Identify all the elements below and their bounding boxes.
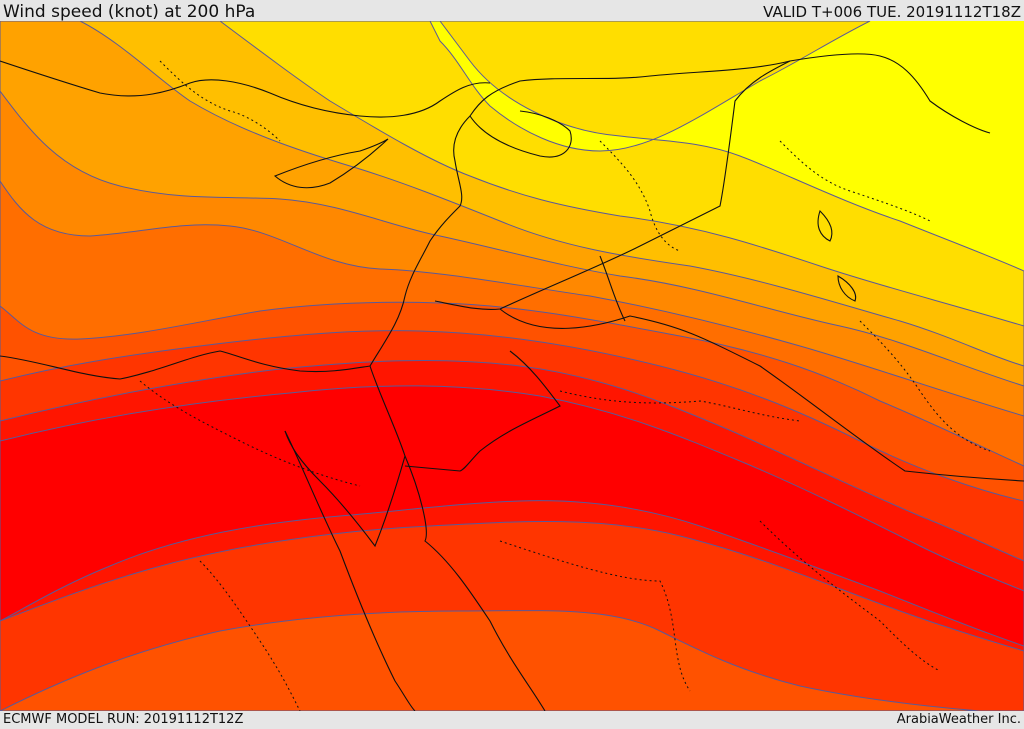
coastlines	[0, 53, 991, 711]
header-bar: Wind speed (knot) at 200 hPa VALID T+006…	[0, 0, 1024, 22]
valid-time: VALID T+006 TUE. 20191112T18Z	[763, 3, 1021, 21]
wind-speed-map[interactable]	[0, 21, 1024, 711]
model-run: ECMWF MODEL RUN: 20191112T12Z	[3, 712, 244, 727]
province-borders	[139, 60, 991, 711]
map-canvas	[0, 21, 1024, 711]
band-core	[0, 385, 1024, 647]
credit-label: ArabiaWeather Inc.	[896, 712, 1021, 727]
political-borders	[404, 60, 1024, 482]
map-title: Wind speed (knot) at 200 hPa	[3, 2, 256, 22]
band-bottom	[0, 610, 981, 711]
footer-bar: ECMWF MODEL RUN: 20191112T12Z ArabiaWeat…	[0, 711, 1024, 729]
